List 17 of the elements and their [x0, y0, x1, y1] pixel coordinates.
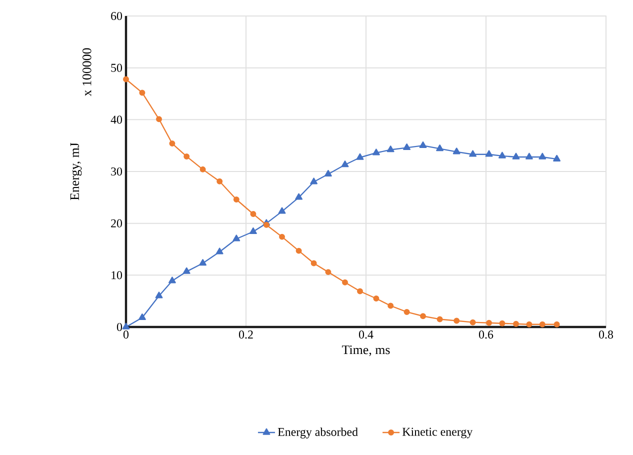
y-tick-label: 10 [112, 271, 122, 280]
y-axis-title: Energy, mJ [70, 142, 82, 200]
y-tick-label: 50 [111, 64, 122, 72]
y-tick-label: 0 [116, 322, 122, 332]
x-tick-label: 0 [123, 330, 129, 339]
text: x 100000 [82, 48, 92, 96]
legend-label: Kinetic energy [402, 428, 473, 438]
y-tick-label: 20 [111, 219, 122, 228]
y-tick-label: 40 [110, 116, 122, 124]
x-tick-label: 0.4 [358, 330, 374, 339]
x-axis-title: Time, ms [342, 345, 390, 356]
y-tick-label: 60 [111, 12, 122, 20]
x-tick-label: 0.6 [478, 330, 494, 339]
x-tick-label: 0.2 [238, 330, 253, 339]
legend-label: Energy absorbed [278, 428, 358, 438]
x-tick-label: 0.8 [598, 330, 614, 339]
y-tick-label: 30 [111, 167, 122, 176]
